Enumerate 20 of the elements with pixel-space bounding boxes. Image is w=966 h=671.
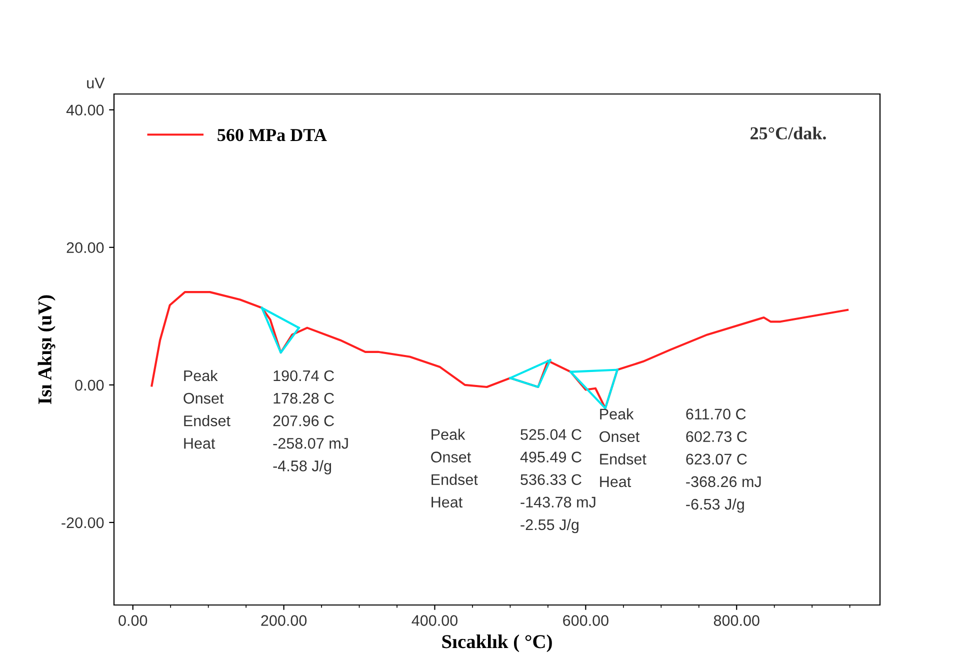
- x-tick-label: 600.00: [563, 615, 608, 626]
- annotation: Peak Onset Endset Heat: [184, 370, 230, 449]
- y-tick-label: 0.00: [75, 380, 104, 391]
- legend-label: 560 MPa DTA: [218, 128, 327, 142]
- annotation: Peak Onset Endset Heat: [431, 428, 478, 508]
- annotation: 611.70 C 602.73 C 623.07 C -368.26 mJ -6.53 J/g: [686, 408, 761, 513]
- x-tick-label: 800.00: [714, 615, 760, 626]
- y-tick-label: 40.00: [66, 104, 104, 116]
- annotation: Peak Onset Endset Heat: [600, 408, 646, 488]
- x-axis-title: Sıcaklık ( °C): [442, 634, 552, 652]
- y-tick-label: 20.00: [66, 242, 104, 254]
- x-tick-label: 0.00: [118, 615, 148, 626]
- y-tick-label: -20.00: [62, 517, 104, 528]
- annotation: 525.04 C 495.49 C 536.33 C -143.78 mJ -2.55 J/g: [520, 429, 596, 534]
- x-tick-label: 400.00: [412, 615, 458, 626]
- text: uV: [87, 78, 105, 88]
- y-axis-title: Isı Akışı (uV): [38, 295, 56, 404]
- annotation: 25°C/dak.: [750, 126, 826, 140]
- annotation: 190.74 C 178.28 C 207.96 C -258.07 mJ -4.58 J/g: [273, 370, 348, 474]
- x-tick-label: 200.00: [261, 615, 307, 626]
